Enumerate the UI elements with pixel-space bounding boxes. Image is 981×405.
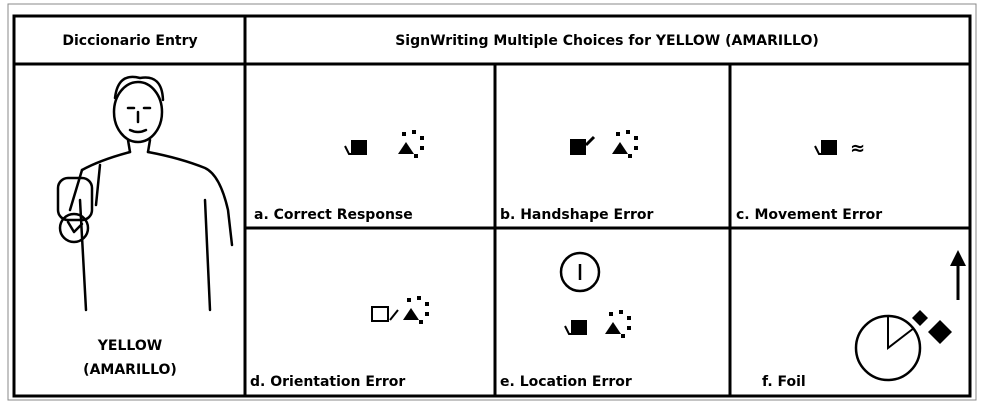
- svg-text:≈: ≈: [850, 138, 865, 159]
- choice-label: c. Movement Error: [736, 207, 882, 223]
- outer-frame: [7, 3, 977, 401]
- header: Diccionario Entry: [62, 33, 197, 49]
- symbol: ≈: [344, 130, 966, 382]
- choice-label: e. Location Error: [500, 374, 632, 390]
- entry-word: (AMARILLO): [83, 362, 177, 378]
- header: SignWriting Multiple Choices for YELLOW …: [395, 33, 819, 49]
- sign-illustration: [56, 75, 234, 312]
- choice-label: a. Correct Response: [254, 207, 413, 223]
- entry-word: YELLOW: [97, 338, 162, 354]
- choice-label: d. Orientation Error: [250, 374, 405, 390]
- choice-label: f. Foil: [762, 374, 806, 390]
- table-border: [12, 14, 972, 398]
- choice-label: b. Handshape Error: [500, 207, 653, 223]
